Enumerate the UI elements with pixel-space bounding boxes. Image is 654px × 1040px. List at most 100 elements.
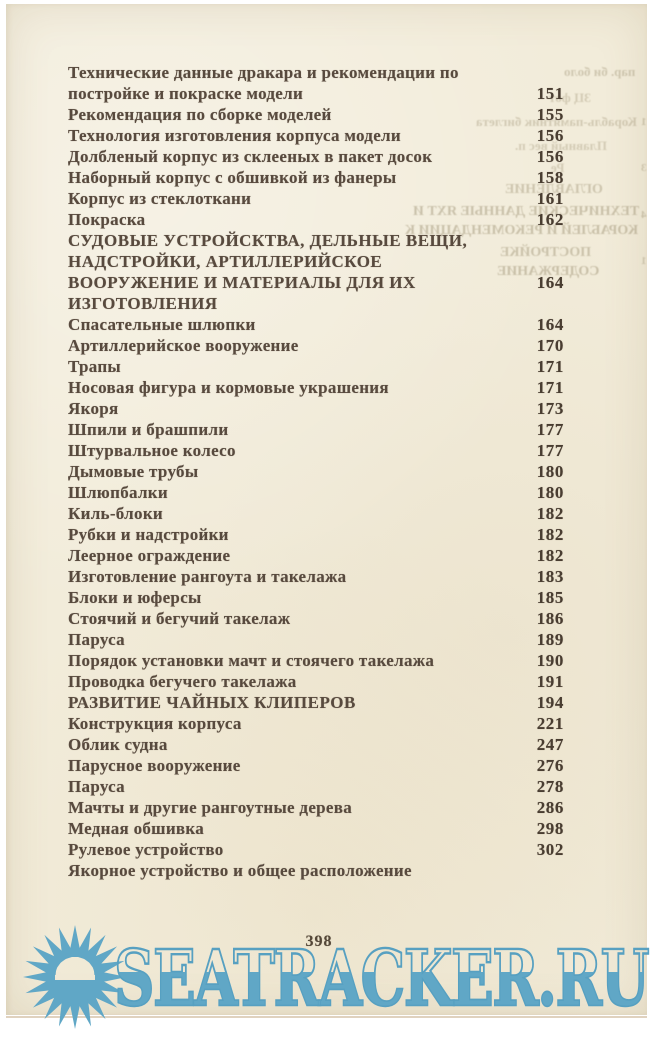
toc-row: Дымовые трубы 180 [68,461,564,482]
toc-row: Мачты и другие рангоутные дерева 286 [68,797,564,818]
toc-entry-title: ИЗГОТОВЛЕНИЯ [68,294,218,313]
toc-entry-page: 164 [536,315,564,334]
toc-row: Артиллерийское вооружение 170 [68,335,564,356]
toc-row: Носовая фигура и кормовые украшения 171 [68,377,564,398]
toc-row: постройке и покраске модели 151 [68,83,564,104]
toc-row: Конструкция корпуса 221 [68,713,564,734]
toc-row: Рулевое устройство 302 [68,839,564,860]
toc-entry-page: 182 [536,525,564,544]
toc-entry-page: 190 [536,651,564,670]
toc-entry-title: Медная обшивка [68,819,205,838]
toc-entry-title: Леерное ограждение [68,546,231,565]
toc-entry-title: Технология изготовления корпуса модели [68,126,401,145]
toc-row: НАДСТРОЙКИ, АРТИЛЛЕРИЙСКОЕ [68,251,564,272]
toc-entry-title: Шпили и брашпили [68,420,229,439]
toc-row: ВООРУЖЕНИЕ И МАТЕРИАЛЫ ДЛЯ ИХ 164 [68,272,564,293]
toc-entry-title: СУДОВЫЕ УСТРОЙСКТВА, ДЕЛЬНЫЕ ВЕЩИ, [68,231,468,250]
bleed-line: 1 [640,255,647,267]
toc-entry-page: 173 [536,399,564,418]
toc-entry-page: 162 [536,210,564,229]
watermark-text-solid: SEATRACKER.RU [114,934,649,1024]
toc-entry-title: Рулевое устройство [68,840,224,859]
toc-row: Паруса 189 [68,629,564,650]
toc-entry-page: 155 [536,105,564,124]
toc-row: Шпили и брашпили 177 [68,419,564,440]
toc-row: Порядок установки мачт и стоячего такела… [68,650,564,671]
toc-entry-page: 158 [536,168,564,187]
toc-entry-title: Технические данные дракара и рекомендаци… [68,63,459,82]
toc-entry-page: 151 [536,84,564,103]
toc-entry-page: 182 [536,546,564,565]
toc-row: Штурвальное колесо 177 [68,440,564,461]
toc-entry-title: Дымовые трубы [68,462,199,481]
toc-row: Паруса 278 [68,776,564,797]
toc-entry-title: Рекомендация по сборке моделей [68,105,332,124]
toc-entry-title: Наборный корпус с обшивкой из фанеры [68,168,397,187]
toc-row: Леерное ограждение 182 [68,545,564,566]
toc-entry-title: НАДСТРОЙКИ, АРТИЛЛЕРИЙСКОЕ [68,252,383,271]
toc-entry-title: Носовая фигура и кормовые украшения [68,378,389,397]
toc-row: Корпус из стеклоткани 161 [68,188,564,209]
toc-entry-title: Порядок установки мачт и стоячего такела… [68,651,435,670]
toc-entry-title: Долбленый корпус из склееных в пакет дос… [68,147,433,166]
page-number: 398 [305,933,333,950]
toc-row: Спасательные шлюпки 164 [68,314,564,335]
toc-entry-page: 276 [536,756,564,775]
toc-entry-title: Штурвальное колесо [68,441,236,460]
toc-entry-page: 189 [536,630,564,649]
toc-row: ИЗГОТОВЛЕНИЯ [68,293,564,314]
toc-row: Парусное вооружение 276 [68,755,564,776]
toc-entry-page: 171 [536,357,564,376]
toc-entry-title: РАЗВИТИЕ ЧАЙНЫХ КЛИПЕРОВ [68,693,356,712]
toc-entry-title: Паруса [68,630,125,649]
toc-entry-title: Покраска [68,210,146,229]
toc-row: Рекомендация по сборке моделей 155 [68,104,564,125]
toc-entry-title: Облик судна [68,735,168,754]
toc-entry-title: Паруса [68,777,125,796]
bleed-line: 3 [640,162,647,174]
toc-row: СУДОВЫЕ УСТРОЙСКТВА, ДЕЛЬНЫЕ ВЕЩИ, [68,230,564,251]
toc-entry-title: Стоячий и бегучий такелаж [68,609,291,628]
toc-row: Шлюпбалки 180 [68,482,564,503]
toc-entry-page: 171 [536,378,564,397]
toc-entry-title: Якоря [68,399,119,418]
sun-rays [23,925,127,1029]
toc-entry-page: 298 [536,819,564,838]
toc-entry-page: 183 [536,567,564,586]
toc-row: Трапы 171 [68,356,564,377]
toc-entry-title: Проводка бегучего такелажа [68,672,297,691]
toc-entry-title: Блоки и юферсы [68,588,202,607]
toc-entry-title: Спасательные шлюпки [68,315,256,334]
toc-entry-page: 177 [536,441,564,460]
toc-entry-page: 286 [536,798,564,817]
toc-row: Технические данные дракара и рекомендаци… [68,62,564,83]
scanned-book-page: пар. би боло ЗЦ фот Корабль-памятник биг… [6,4,652,1029]
sun-logo-icon [23,925,127,1029]
toc-entry-page: 161 [536,189,564,208]
toc-row: Проводка бегучего такелажа 191 [68,671,564,692]
toc-entry-page: 177 [536,420,564,439]
sun-dome [52,952,98,976]
toc-row: Стоячий и бегучий такелаж 186 [68,608,564,629]
toc-entry-page: 170 [536,336,564,355]
toc-entry-page: 180 [536,462,564,481]
toc-row: Долбленый корпус из склееных в пакет дос… [68,146,564,167]
toc-row: РАЗВИТИЕ ЧАЙНЫХ КЛИПЕРОВ 194 [68,692,564,713]
toc-row: Покраска 162 [68,209,564,230]
toc-entry-title: Киль-блоки [68,504,164,523]
toc-entry-page: 164 [536,273,564,292]
toc-entry-page: 156 [536,126,564,145]
toc-entry-title: Якорное устройство и общее расположение [68,861,412,880]
toc-entry-title: Парусное вооружение [68,756,241,775]
toc-entry-title: Изготовление рангоута и такелажа [68,567,347,586]
toc-row: Якорное устройство и общее расположение [68,860,564,881]
toc-entry-page: 182 [536,504,564,523]
watermark-text: SEATRACKER.RU SEATRACKER.RU [113,933,652,1025]
toc-entry-page: 191 [536,672,564,691]
toc-entry-title: Артиллерийское вооружение [68,336,299,355]
toc-entry-page: 221 [536,714,564,733]
toc-row: Медная обшивка 298 [68,818,564,839]
bleed-line: пар. би боло [563,64,635,79]
toc-entry-title: постройке и покраске модели [68,84,304,103]
toc-entry-page: 247 [536,735,564,754]
